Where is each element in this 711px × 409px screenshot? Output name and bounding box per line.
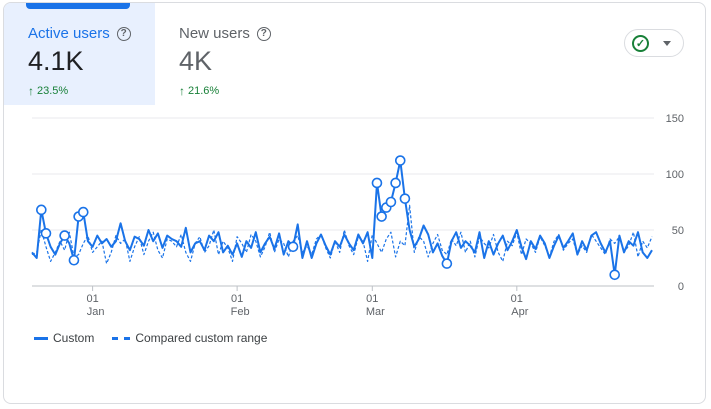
anomaly-point	[376, 211, 387, 222]
anomaly-point	[68, 254, 80, 266]
x-tick-day: 01	[511, 293, 523, 305]
active-tab-indicator	[26, 3, 130, 9]
series-compared-line	[31, 204, 653, 265]
anomaly-point	[40, 228, 52, 239]
anomaly-point	[36, 204, 47, 216]
anomaly-point	[390, 177, 401, 189]
legend-swatch-dashed	[112, 336, 131, 340]
metric-change-value: 23.5%	[37, 85, 69, 97]
anomaly-point	[287, 241, 299, 253]
anomaly-point	[385, 196, 397, 208]
x-tick-month: Jan	[87, 306, 105, 318]
legend-item-compared[interactable]: Compared custom range	[112, 331, 267, 345]
anomaly-point	[394, 155, 406, 166]
metric-label-row: Active users ?	[28, 25, 155, 42]
y-tick-label: 50	[672, 225, 684, 237]
help-circle-icon[interactable]: ?	[256, 26, 271, 41]
tab-active-users[interactable]: Active users ? 4.1K ↑ 23.5%	[4, 3, 155, 105]
metric-value: 4K	[179, 46, 213, 76]
legend-item-custom[interactable]: Custom	[34, 331, 94, 345]
metric-label: New users	[179, 25, 250, 42]
metric-value: 4.1K	[28, 46, 84, 76]
series-custom-line	[31, 159, 653, 276]
analytics-card: Active users ? 4.1K ↑ 23.5% New users ? …	[3, 2, 706, 404]
y-tick-label: 150	[666, 113, 684, 125]
x-tick-month: Feb	[231, 306, 250, 318]
y-tick-label: 0	[678, 281, 684, 293]
metric-change-value: 21.6%	[188, 85, 220, 97]
legend-label: Compared custom range	[135, 331, 268, 345]
arrow-up-icon: ↑	[28, 84, 34, 98]
x-tick-month: Mar	[366, 306, 385, 318]
legend-swatch-solid	[34, 336, 48, 340]
metric-label-row: New users ?	[179, 25, 305, 42]
x-tick-day: 01	[366, 293, 378, 305]
anomaly-point	[77, 206, 89, 218]
metric-label: Active users	[28, 25, 110, 42]
chart-legend: Custom Compared custom range	[34, 331, 285, 345]
anomaly-point	[59, 230, 70, 241]
anomaly-point	[371, 177, 383, 189]
help-circle-icon[interactable]: ?	[116, 26, 131, 41]
anomaly-point	[609, 269, 621, 281]
metric-change: ↑ 21.6%	[179, 84, 305, 98]
tab-new-users[interactable]: New users ? 4K ↑ 21.6%	[155, 3, 305, 105]
anomaly-point	[441, 258, 453, 269]
check-circle-icon: ✓	[632, 34, 649, 52]
anomaly-point	[399, 193, 411, 204]
x-tick-day: 01	[86, 293, 98, 305]
legend-label: Custom	[53, 331, 95, 345]
x-tick-day: 01	[231, 293, 243, 305]
x-tick-month: Apr	[511, 306, 528, 318]
y-tick-label: 100	[666, 169, 684, 181]
metric-change: ↑ 23.5%	[28, 84, 155, 98]
arrow-up-icon: ↑	[179, 84, 185, 98]
caret-down-icon	[663, 40, 671, 46]
comparison-toggle-button[interactable]: ✓	[624, 29, 684, 57]
